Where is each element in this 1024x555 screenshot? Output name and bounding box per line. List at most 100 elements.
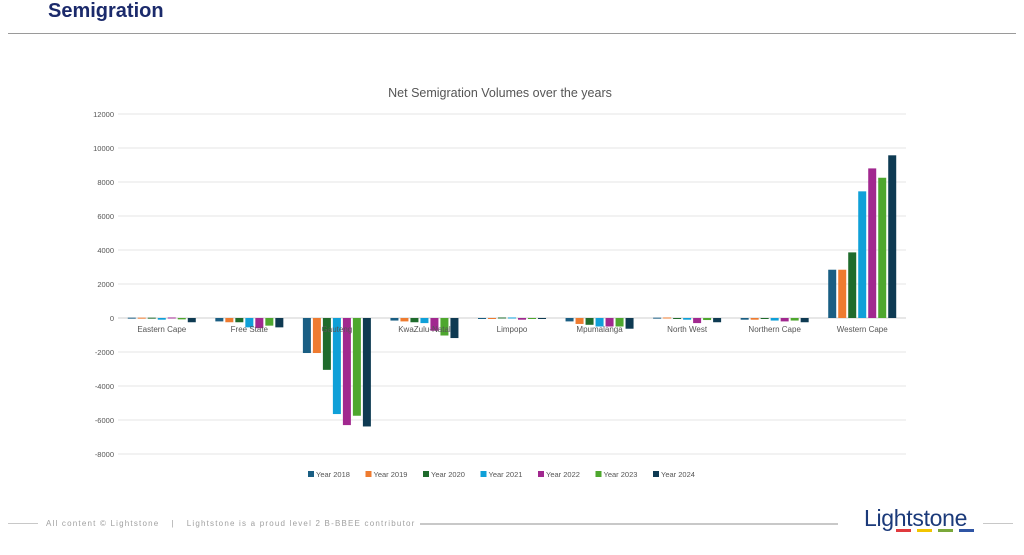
y-tick-label: -6000 — [95, 416, 114, 425]
bar-year-2021 — [683, 318, 692, 320]
y-tick-label: -8000 — [95, 450, 114, 459]
bar-year-2018 — [390, 318, 399, 321]
bar-year-2019 — [575, 318, 584, 324]
bar-year-2023 — [878, 177, 887, 318]
bar-year-2024 — [625, 318, 634, 329]
bar-year-2024 — [187, 318, 196, 323]
bar-year-2020 — [848, 252, 857, 318]
bar-year-2024 — [275, 318, 284, 328]
semigration-chart: Net Semigration Volumes over the years 1… — [93, 86, 906, 479]
bar-year-2021 — [858, 191, 867, 318]
bar-year-2022 — [693, 318, 702, 324]
y-tick-label: -2000 — [95, 348, 114, 357]
bar-year-2022 — [167, 317, 176, 319]
bar-year-2023 — [528, 318, 536, 319]
bar-year-2024 — [713, 318, 722, 323]
x-tick-label: Eastern Cape — [137, 325, 186, 334]
logo-bar — [917, 529, 932, 532]
bar-year-2023 — [440, 318, 449, 336]
legend-swatch — [423, 471, 429, 477]
legend-label: Year 2023 — [604, 470, 638, 479]
bar-year-2020 — [322, 318, 331, 370]
bar-year-2022 — [255, 318, 264, 329]
footer-bbbee: Lightstone is a proud level 2 B-BBEE con… — [186, 519, 416, 528]
logo-bar — [959, 529, 974, 532]
logo-bar — [896, 529, 911, 532]
bar-year-2020 — [498, 317, 506, 319]
x-tick-label: Northern Cape — [748, 325, 801, 334]
bar-year-2022 — [430, 318, 439, 331]
y-tick-label: 12000 — [93, 110, 114, 119]
bar-year-2019 — [137, 317, 146, 319]
legend-swatch — [653, 471, 659, 477]
bar-year-2018 — [478, 318, 486, 319]
legend-label: Year 2021 — [489, 470, 523, 479]
bar-year-2020 — [235, 318, 244, 323]
bar-year-2021 — [245, 318, 254, 328]
y-tick-label: 6000 — [97, 212, 114, 221]
bar-year-2018 — [215, 318, 224, 322]
bar-year-2020 — [585, 318, 594, 325]
bar-year-2020 — [147, 317, 156, 319]
bar-year-2020 — [673, 318, 682, 319]
bar-year-2023 — [352, 318, 361, 416]
legend-swatch — [480, 471, 487, 477]
bar-year-2020 — [410, 318, 419, 323]
bar-year-2021 — [332, 318, 341, 415]
bar-year-2021 — [595, 318, 604, 327]
y-tick-label: 10000 — [93, 144, 114, 153]
bar-year-2019 — [225, 318, 234, 323]
legend-swatch — [365, 471, 372, 477]
x-tick-label: Western Cape — [837, 325, 889, 334]
bar-year-2021 — [770, 318, 779, 321]
bar-year-2018 — [565, 318, 574, 322]
bar-year-2022 — [342, 318, 351, 426]
bar-year-2021 — [508, 317, 516, 319]
bar-year-2019 — [750, 318, 759, 320]
bar-year-2023 — [177, 318, 186, 320]
page-title: Semigration — [48, 0, 164, 22]
bar-year-2019 — [838, 269, 847, 318]
bar-year-2023 — [703, 318, 712, 321]
x-tick-label: KwaZulu-Natal — [398, 325, 451, 334]
y-tick-label: 4000 — [97, 246, 114, 255]
lightstone-logo: Lightstone — [864, 505, 968, 531]
bar-year-2022 — [868, 168, 877, 318]
x-tick-label: Limpopo — [497, 325, 528, 334]
bar-year-2024 — [362, 318, 371, 427]
bar-year-2023 — [790, 318, 799, 321]
bar-year-2024 — [450, 318, 459, 339]
footer-line — [419, 522, 838, 525]
legend-swatch — [595, 471, 602, 477]
bar-year-2024 — [888, 155, 897, 318]
legend-label: Year 2020 — [431, 470, 465, 479]
bar-year-2023 — [265, 318, 274, 326]
legend-label: Year 2019 — [374, 470, 408, 479]
bar-year-2022 — [605, 318, 614, 327]
bar-year-2019 — [400, 318, 409, 322]
legend-label: Year 2022 — [546, 470, 580, 479]
legend-swatch — [538, 471, 544, 477]
y-tick-label: -4000 — [95, 382, 114, 391]
y-tick-label: 0 — [110, 314, 114, 323]
x-tick-label: North West — [667, 325, 708, 334]
chart-title: Net Semigration Volumes over the years — [388, 86, 612, 100]
bar-year-2018 — [127, 317, 136, 319]
bar-year-2019 — [488, 318, 496, 319]
bar-year-2021 — [420, 318, 429, 324]
legend-label: Year 2018 — [316, 470, 350, 479]
bar-year-2018 — [740, 318, 749, 320]
x-tick-label: Gauteng — [322, 325, 353, 334]
bar-year-2024 — [800, 318, 809, 323]
x-tick-label: Mpumalanga — [576, 325, 623, 334]
bar-year-2020 — [760, 318, 769, 319]
legend-swatch — [308, 471, 314, 477]
bar-year-2018 — [302, 318, 311, 354]
y-tick-label: 8000 — [97, 178, 114, 187]
bar-year-2018 — [653, 317, 662, 319]
bar-year-2024 — [538, 318, 546, 319]
bar-year-2022 — [518, 318, 526, 320]
x-tick-label: Free State — [231, 325, 269, 334]
footer: All content © Lightstone | Lightstone is… — [8, 519, 838, 528]
header-divider — [8, 33, 1016, 34]
